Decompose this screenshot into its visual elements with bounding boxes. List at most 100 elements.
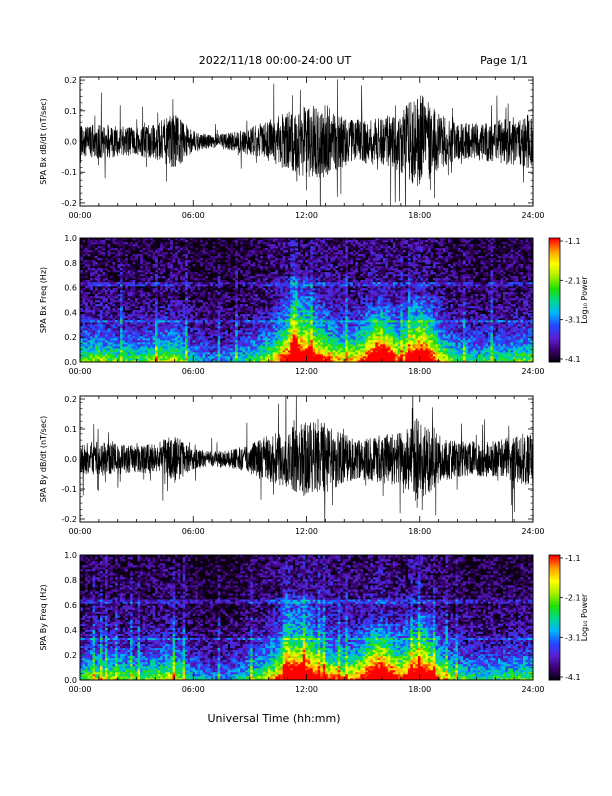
heatmap-cell bbox=[93, 246, 96, 248]
heatmap-cell bbox=[143, 278, 146, 280]
heatmap-cell bbox=[100, 258, 103, 260]
heatmap-cell bbox=[258, 350, 261, 352]
heatmap-cell bbox=[293, 290, 296, 292]
heatmap-cell bbox=[103, 330, 106, 332]
heatmap-cell bbox=[100, 274, 103, 276]
heatmap-cell bbox=[245, 320, 248, 322]
heatmap-cell bbox=[163, 358, 166, 360]
heatmap-cell bbox=[248, 330, 251, 332]
heatmap-cell bbox=[295, 352, 298, 354]
heatmap-cell bbox=[258, 358, 261, 360]
heatmap-cell bbox=[198, 332, 201, 334]
heatmap-cell bbox=[250, 282, 253, 284]
heatmap-cell bbox=[98, 276, 101, 278]
heatmap-cell bbox=[163, 276, 166, 278]
heatmap-cell bbox=[103, 358, 106, 360]
heatmap-cell bbox=[278, 320, 281, 322]
heatmap-cell bbox=[278, 328, 281, 330]
heatmap-cell bbox=[170, 334, 173, 336]
heatmap-cell bbox=[118, 320, 121, 322]
heatmap-cell bbox=[180, 332, 183, 334]
heatmap-cell bbox=[228, 346, 231, 348]
heatmap-cell bbox=[178, 270, 181, 272]
heatmap-cell bbox=[88, 298, 91, 300]
heatmap-cell bbox=[245, 322, 248, 324]
heatmap-cell bbox=[168, 280, 171, 282]
heatmap-cell bbox=[118, 344, 121, 346]
heatmap-cell bbox=[85, 274, 88, 276]
heatmap-cell bbox=[248, 266, 251, 268]
heatmap-cell bbox=[265, 330, 268, 332]
heatmap-cell bbox=[213, 324, 216, 326]
heatmap-cell bbox=[155, 356, 158, 358]
heatmap-cell bbox=[158, 344, 161, 346]
heatmap-cell bbox=[183, 258, 186, 260]
heatmap-cell bbox=[260, 344, 263, 346]
heatmap-cell bbox=[175, 348, 178, 350]
heatmap-cell bbox=[140, 260, 143, 262]
heatmap-cell bbox=[210, 250, 213, 252]
heatmap-cell bbox=[280, 312, 283, 314]
heatmap-cell bbox=[288, 308, 291, 310]
heatmap-cell bbox=[315, 308, 318, 310]
heatmap-cell bbox=[178, 262, 181, 264]
heatmap-cell bbox=[115, 326, 118, 328]
heatmap-cell bbox=[128, 266, 131, 268]
heatmap-cell bbox=[263, 320, 266, 322]
heatmap-cell bbox=[308, 310, 311, 312]
heatmap-cell bbox=[278, 322, 281, 324]
heatmap-cell bbox=[175, 256, 178, 258]
heatmap-cell bbox=[275, 324, 278, 326]
heatmap-cell bbox=[138, 294, 141, 296]
heatmap-cell bbox=[193, 300, 196, 302]
heatmap-cell bbox=[93, 352, 96, 354]
heatmap-cell bbox=[133, 326, 136, 328]
heatmap-cell bbox=[93, 252, 96, 254]
heatmap-cell bbox=[200, 326, 203, 328]
heatmap-cell bbox=[155, 314, 158, 316]
heatmap-cell bbox=[233, 342, 236, 344]
heatmap-cell bbox=[275, 248, 278, 250]
heatmap-cell bbox=[275, 270, 278, 272]
heatmap-cell bbox=[325, 352, 328, 354]
heatmap-cell bbox=[108, 246, 111, 248]
heatmap-cell bbox=[140, 342, 143, 344]
heatmap-cell bbox=[90, 270, 93, 272]
heatmap-cell bbox=[138, 358, 141, 360]
heatmap-cell bbox=[265, 308, 268, 310]
heatmap-cell bbox=[280, 298, 283, 300]
heatmap-cell bbox=[298, 266, 301, 268]
heatmap-cell bbox=[308, 320, 311, 322]
heatmap-cell bbox=[203, 272, 206, 274]
heatmap-cell bbox=[198, 330, 201, 332]
heatmap-cell bbox=[323, 324, 326, 326]
heatmap-cell bbox=[165, 262, 168, 264]
heatmap-cell bbox=[300, 356, 303, 358]
heatmap-cell bbox=[100, 290, 103, 292]
heatmap-cell bbox=[195, 284, 198, 286]
heatmap-cell bbox=[310, 292, 313, 294]
heatmap-cell bbox=[240, 284, 243, 286]
heatmap-cell bbox=[323, 302, 326, 304]
heatmap-cell bbox=[320, 354, 323, 356]
heatmap-cell bbox=[243, 304, 246, 306]
heatmap-cell bbox=[218, 340, 221, 342]
heatmap-cell bbox=[143, 300, 146, 302]
heatmap-cell bbox=[290, 290, 293, 292]
heatmap-cell bbox=[195, 318, 198, 320]
heatmap-cell bbox=[145, 284, 148, 286]
heatmap-cell bbox=[205, 240, 208, 242]
heatmap-cell bbox=[110, 252, 113, 254]
heatmap-cell bbox=[278, 302, 281, 304]
heatmap-cell bbox=[150, 248, 153, 250]
heatmap-cell bbox=[298, 300, 301, 302]
heatmap-cell bbox=[185, 356, 188, 358]
heatmap-cell bbox=[218, 256, 221, 258]
heatmap-cell bbox=[253, 324, 256, 326]
heatmap-cell bbox=[168, 344, 171, 346]
heatmap-cell bbox=[118, 314, 121, 316]
heatmap-cell bbox=[305, 350, 308, 352]
heatmap-cell bbox=[155, 304, 158, 306]
heatmap-cell bbox=[118, 348, 121, 350]
heatmap-cell bbox=[315, 314, 318, 316]
